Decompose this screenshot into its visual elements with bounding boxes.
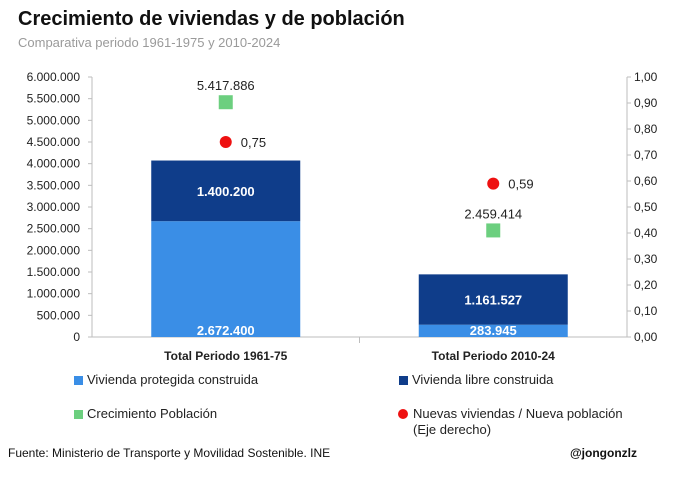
data-label-poblacion: 5.417.886 — [197, 78, 255, 93]
y2-tick-label: 0,50 — [634, 200, 658, 214]
y2-tick-label: 1,00 — [634, 70, 658, 84]
legend-item-ratio: Nuevas viviendas / Nueva población (Eje … — [398, 406, 623, 438]
y2-tick-label: 0,20 — [634, 278, 658, 292]
y-tick-label: 1.500.000 — [27, 265, 81, 279]
x-category-label: Total Periodo 2010-24 — [432, 349, 555, 363]
legend-item-poblacion: Crecimiento Población — [74, 406, 217, 422]
data-label-poblacion: 2.459.414 — [464, 206, 522, 221]
data-label-ratio: 0,59 — [508, 177, 533, 192]
legend-label-ratio: Nuevas viviendas / Nueva población — [413, 406, 623, 421]
y2-tick-label: 0,00 — [634, 330, 658, 344]
y2-tick-label: 0,60 — [634, 174, 658, 188]
y2-tick-label: 0,90 — [634, 96, 658, 110]
y-tick-label: 4.500.000 — [27, 135, 81, 149]
legend-label-ratio-axis: (Eje derecho) — [413, 422, 492, 437]
marker-crecimiento-poblacion — [486, 223, 501, 238]
legend-label-libre: Vivienda libre construida — [412, 372, 554, 387]
footer-source: Fuente: Ministerio de Transporte y Movil… — [8, 446, 331, 460]
chart-subtitle: Comparativa periodo 1961-1975 y 2010-202… — [18, 35, 281, 50]
data-label-ratio: 0,75 — [241, 135, 266, 150]
legend-label-protegida: Vivienda protegida construida — [87, 372, 259, 387]
legend-item-libre: Vivienda libre construida — [399, 372, 553, 388]
y-tick-label: 4.000.000 — [27, 157, 81, 171]
y-tick-label: 1.000.000 — [27, 287, 81, 301]
data-label-protegida: 2.672.400 — [197, 323, 255, 338]
y-tick-label: 2.000.000 — [27, 243, 81, 257]
bar-vivienda-libre — [418, 274, 568, 325]
marker-ratio-viviendas-poblacion — [487, 177, 500, 190]
y-tick-label: 5.000.000 — [27, 113, 81, 127]
y2-tick-label: 0,30 — [634, 252, 658, 266]
data-label-protegida: 283.945 — [470, 323, 517, 338]
data-label-libre: 1.400.200 — [197, 184, 255, 199]
y2-tick-label: 0,40 — [634, 226, 658, 240]
y-tick-label: 3.500.000 — [27, 178, 81, 192]
y2-tick-label: 0,10 — [634, 304, 658, 318]
marker-crecimiento-poblacion — [218, 95, 233, 110]
legend-label-poblacion: Crecimiento Población — [87, 406, 218, 421]
y-tick-label: 6.000.000 — [27, 70, 81, 84]
data-label-libre: 1.161.527 — [464, 293, 522, 308]
bar-vivienda-protegida — [418, 324, 568, 337]
marker-ratio-viviendas-poblacion — [219, 136, 232, 148]
legend-item-protegida: Vivienda protegida construida — [74, 372, 258, 388]
bar-vivienda-protegida — [151, 221, 301, 337]
y-tick-label: 500.000 — [37, 308, 81, 322]
y2-tick-label: 0,80 — [634, 122, 658, 136]
y2-tick-label: 0,70 — [634, 148, 658, 162]
x-category-label: Total Periodo 1961-75 — [164, 349, 287, 363]
footer-handle: @jongonzlz — [569, 446, 637, 460]
bar-vivienda-libre — [151, 160, 301, 222]
y-tick-label: 0 — [73, 330, 80, 344]
y-tick-label: 3.000.000 — [27, 200, 81, 214]
y-tick-label: 5.500.000 — [27, 92, 81, 106]
y-tick-label: 2.500.000 — [27, 222, 81, 236]
legend-marker-ratio — [398, 409, 408, 419]
legend-swatch-poblacion — [74, 410, 83, 419]
legend-swatch-protegida — [74, 376, 83, 385]
legend-swatch-libre — [399, 376, 408, 385]
chart-title: Crecimiento de viviendas y de población — [18, 8, 405, 30]
